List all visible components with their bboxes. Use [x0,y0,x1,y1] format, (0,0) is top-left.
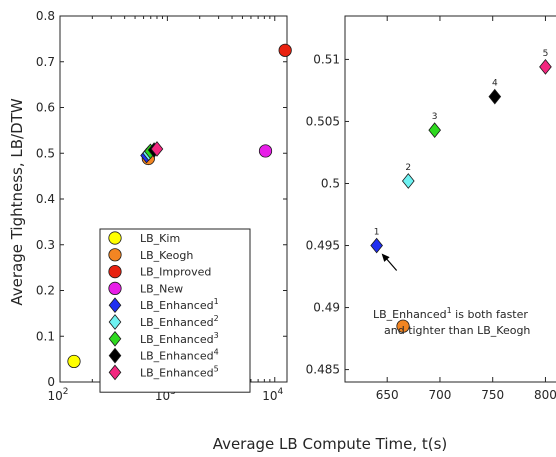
legend-label: LB_Kim [140,232,180,245]
right-point-lb-keogh [396,319,410,333]
x-axis-label: Average LB Compute Time, t(s) [213,435,448,453]
left-point-lb-new [258,144,273,158]
right-point-label: 3 [432,112,438,122]
right-point-lb-enhanced3 [428,122,441,138]
right-point-label: 5 [543,49,549,59]
legend-box [99,228,251,393]
legend-marker [108,330,122,347]
legend-marker [108,364,122,381]
legend-label: LB_Enhanced5 [140,364,219,379]
legend-label: LB_New [140,282,183,295]
right-x-tick-label: 800 [534,388,556,402]
annotation-line-1: LB_Enhanced1 is both faster [373,306,528,321]
legend-marker [108,231,122,245]
y-axis-label: Average Tightness, LB/DTW [8,98,26,305]
legend-label: LB_Keogh [140,249,193,262]
right-point-lb-enhanced5 [539,59,552,75]
legend-label: LB_Enhanced3 [140,331,219,346]
left-point-lb-improved [278,43,292,57]
left-point-lb-kim [67,354,81,369]
right-y-tick-label: 0.485 [306,363,340,377]
legend-marker [108,347,122,364]
legend-label: LB_Enhanced4 [140,348,219,363]
left-point-lb-enhanced5 [150,141,164,157]
left-y-tick-label: 0.6 [36,101,55,115]
right-y-tick-label: 0.505 [306,114,340,128]
annotation-line-2: and tighter than LB_Keogh [384,324,530,337]
left-x-tick-label: 104 [262,387,283,403]
left-y-tick-label: 0.8 [36,9,55,23]
left-panel: 00.10.20.30.40.50.60.70.8102103104LB_Kim… [36,9,292,403]
right-x-tick-label: 650 [376,388,399,402]
right-y-tick-label: 0.5 [321,176,340,190]
legend-label: LB_Improved [140,266,211,279]
legend-label: LB_Enhanced1 [140,297,219,312]
right-y-tick-label: 0.51 [313,52,340,66]
legend-marker [108,281,122,295]
right-y-tick-label: 0.495 [306,239,340,253]
right-point-lb-enhanced4 [488,88,502,105]
right-x-tick-label: 700 [428,388,451,402]
legend-label: LB_Enhanced2 [140,314,219,329]
left-y-tick-label: 0.2 [36,284,55,298]
annotation-arrow-head [381,253,390,262]
right-point-lb-enhanced2 [401,173,415,189]
right-point-lb-enhanced1 [370,237,383,254]
left-y-tick-label: 0.4 [36,192,55,206]
legend-marker [108,264,122,279]
right-point-label: 1 [374,228,380,238]
right-point-label: 2 [405,163,411,173]
right-panel: 0.485 0.49 0.495 0.5 0.505 0.51 650 700 750 800 1 2… [306,15,556,402]
right-point-label: 4 [492,79,498,89]
left-x-tick-label: 102 [47,387,68,403]
left-y-tick-label: 0.3 [36,238,55,252]
legend: LB_Kim LB_Keogh LB_Improved LB_New LB_Enhanc… [99,228,251,393]
legend-marker [108,297,122,314]
right-y-tick-label: 0.49 [313,301,340,315]
left-y-tick-label: 0.5 [36,146,55,160]
legend-marker [108,314,122,330]
left-y-tick-label: 0 [47,375,55,389]
left-y-tick-label: 0.1 [36,329,55,343]
right-x-tick-label: 750 [481,388,504,402]
right-plot-frame [344,15,556,383]
legend-marker [108,248,122,262]
left-y-tick-label: 0.7 [36,55,55,69]
